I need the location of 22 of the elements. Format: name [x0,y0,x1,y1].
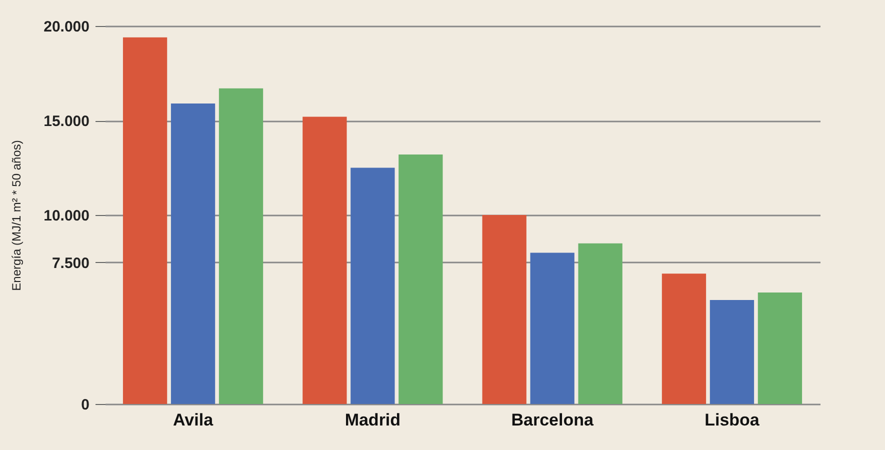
bar [662,274,706,404]
y-tick-label: 10.000 [44,208,90,224]
y-axis-title: Energía (MJ/1 m² * 50 años) [10,140,24,291]
y-tick-label: 20.000 [44,18,90,36]
bar [710,300,754,404]
bar [530,252,574,404]
bar [398,154,443,404]
x-tick-label: Barcelona [511,410,594,430]
y-tick-label: 0 [81,396,90,414]
bar [170,103,216,404]
bar [350,168,395,404]
bar [218,88,264,404]
bar [758,292,802,404]
y-tick-label: 15.000 [44,113,90,130]
y-tick-label: 7.500 [52,254,90,272]
bar [302,116,347,404]
x-tick-label: Lisboa [704,410,760,430]
x-tick-label: Avila [173,410,214,430]
bar [578,243,622,404]
x-tick-label: Madrid [344,410,401,430]
bar [122,37,168,404]
bar [482,215,526,404]
